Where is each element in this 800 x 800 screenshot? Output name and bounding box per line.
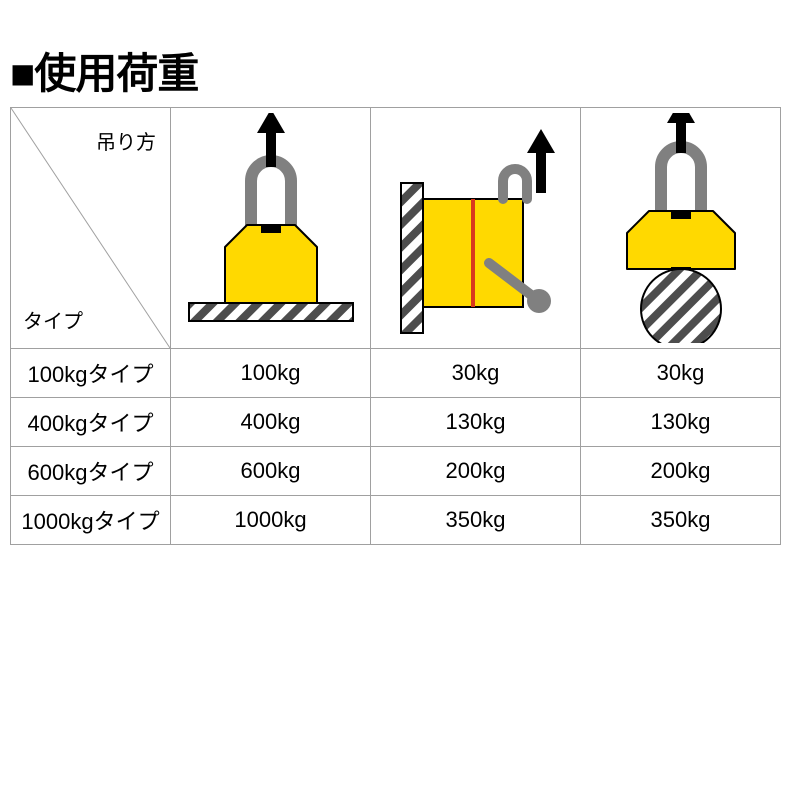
cell-value: 130kg: [371, 398, 581, 447]
page-title: ■使用荷重: [10, 40, 780, 101]
row-label: 400kgタイプ: [11, 398, 171, 447]
cell-value: 600kg: [171, 447, 371, 496]
diagram-round: [581, 108, 781, 349]
diagram-flat: [171, 108, 371, 349]
load-table: 吊り方 タイプ: [10, 107, 781, 545]
cell-value: 350kg: [581, 496, 781, 545]
magnet-round-icon: [581, 113, 781, 343]
table-row: 1000kgタイプ1000kg350kg350kg: [11, 496, 781, 545]
cell-value: 200kg: [581, 447, 781, 496]
cell-value: 30kg: [371, 349, 581, 398]
header-bottom-label: タイプ: [23, 305, 83, 334]
header-top-label: 吊り方: [96, 126, 156, 155]
table-row: 400kgタイプ400kg130kg130kg: [11, 398, 781, 447]
row-label: 100kgタイプ: [11, 349, 171, 398]
cell-value: 1000kg: [171, 496, 371, 545]
diagram-vertical: [371, 108, 581, 349]
magnet-vertical-icon: [371, 113, 581, 343]
cell-value: 400kg: [171, 398, 371, 447]
magnet-flat-icon: [171, 113, 371, 343]
row-label: 600kgタイプ: [11, 447, 171, 496]
table-row: 600kgタイプ600kg200kg200kg: [11, 447, 781, 496]
table-row: 100kgタイプ100kg30kg30kg: [11, 349, 781, 398]
cell-value: 30kg: [581, 349, 781, 398]
cell-value: 100kg: [171, 349, 371, 398]
row-label: 1000kgタイプ: [11, 496, 171, 545]
cell-value: 200kg: [371, 447, 581, 496]
cell-value: 350kg: [371, 496, 581, 545]
corner-header: 吊り方 タイプ: [11, 108, 171, 349]
cell-value: 130kg: [581, 398, 781, 447]
